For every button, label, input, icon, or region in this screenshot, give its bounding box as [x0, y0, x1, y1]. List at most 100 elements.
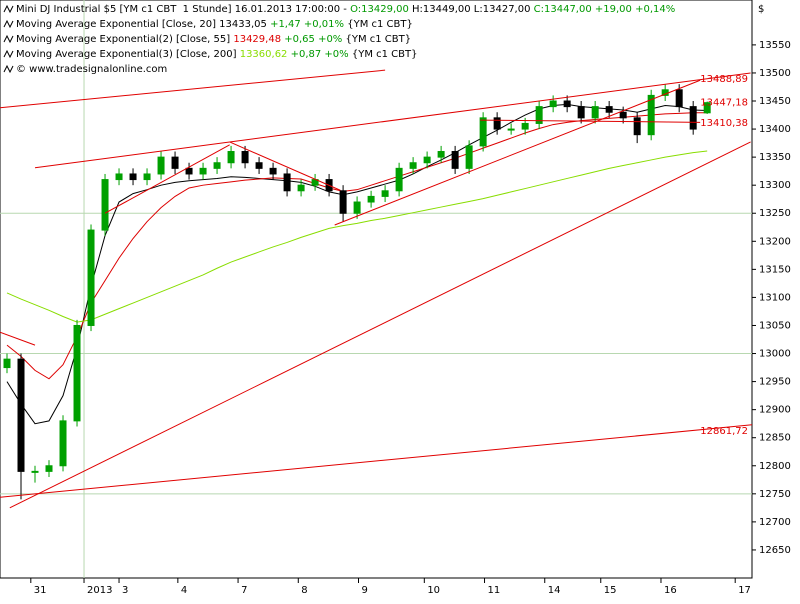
y-tick-label: 13350: [759, 152, 791, 163]
y-tick-label: 13000: [759, 349, 791, 360]
price-label: 13447,18: [700, 98, 748, 109]
candle-body: [241, 151, 249, 164]
candle-body: [59, 420, 67, 467]
legend-icon: [3, 4, 14, 14]
y-tick-label: 12700: [759, 517, 791, 528]
candle-body: [521, 122, 529, 130]
trend-line: [9, 141, 751, 509]
legend-text: Moving Average Exponential [Close, 20] 1…: [16, 19, 270, 30]
candle-body: [367, 195, 375, 203]
candle-body: [507, 128, 515, 131]
legend-line: © www.tradesignalonline.com: [16, 64, 167, 75]
candle-body: [143, 173, 151, 181]
legend-text: Moving Average Exponential(3) [Close, 20…: [16, 49, 240, 60]
x-tick-label: 11: [488, 585, 501, 596]
candle-body: [619, 111, 627, 119]
candle-body: [227, 151, 235, 164]
candle-body: [577, 106, 585, 119]
candle-body: [563, 100, 571, 108]
candle-body: [255, 162, 263, 169]
candle-body: [45, 465, 53, 472]
x-tick-label: 8: [301, 585, 307, 596]
x-tick-label: 2013: [87, 585, 112, 596]
x-tick-label: 31: [34, 585, 47, 596]
y-tick-label: 12950: [759, 377, 791, 388]
legend-text: © www.tradesignalonline.com: [16, 64, 167, 75]
trend-line: [104, 144, 230, 214]
x-tick-label: 16: [664, 585, 677, 596]
legend-text: H:13449,00 L:13427,00: [409, 4, 534, 15]
candle-body: [297, 184, 305, 192]
y-tick-label: 13150: [759, 264, 791, 275]
y-tick-label: 13400: [759, 124, 791, 135]
legend-text: +0,87 +0%: [287, 49, 348, 60]
legend-text: 13360,62: [240, 49, 288, 60]
legend-text: {YM c1 CBT}: [342, 34, 411, 45]
trend-line: [229, 141, 341, 191]
price-label: 13410,38: [700, 118, 748, 129]
y-tick-label: 13200: [759, 236, 791, 247]
legend-icon: [3, 49, 14, 59]
x-tick-label: 4: [181, 585, 187, 596]
x-tick-label: 10: [427, 585, 440, 596]
legend-text: Moving Average Exponential(2) [Close, 55…: [16, 34, 233, 45]
candle-body: [17, 358, 25, 472]
legend-text: +1,47 +0,01%: [270, 19, 344, 30]
candle-body: [451, 151, 459, 169]
candle-body: [703, 102, 711, 114]
legend-text: 13429,48: [233, 34, 281, 45]
plot-area: [0, 0, 753, 578]
candle-body: [101, 179, 109, 231]
legend-line: Mini DJ Industrial $5 [YM c1 CBT 1 Stund…: [16, 4, 675, 15]
legend-text: C:13447,00 +19,00 +0,14%: [534, 4, 676, 15]
moving-average-line: [6, 150, 708, 323]
legend-text: {YM c1 CBT}: [349, 49, 418, 60]
candle-body: [269, 167, 277, 175]
plot-frame: [0, 0, 753, 579]
trend-line: [334, 79, 701, 226]
candle-body: [115, 173, 123, 181]
y-tick-label: 13100: [759, 292, 791, 303]
candle-body: [339, 190, 347, 214]
y-tick-label: 13550: [759, 40, 791, 51]
candle-body: [465, 145, 473, 169]
y-tick-label: 12900: [759, 405, 791, 416]
candle-body: [129, 173, 137, 181]
trend-line: [480, 119, 701, 123]
candle-body: [647, 94, 655, 136]
legend-icon: [3, 34, 14, 44]
y-tick-label: 12750: [759, 489, 791, 500]
candle-body: [353, 201, 361, 214]
candle-body: [591, 106, 599, 119]
candle-body: [549, 100, 557, 108]
y-tick-label: 13500: [759, 68, 791, 79]
candle-body: [171, 156, 179, 169]
candle-body: [437, 151, 445, 158]
candle-body: [213, 162, 221, 169]
legend-text: {YM c1 CBT}: [344, 19, 413, 30]
legend-text: O:13429,00: [350, 4, 409, 15]
y-tick-label: 12650: [759, 545, 791, 556]
candle-body: [3, 358, 11, 369]
moving-average-line: [6, 112, 708, 380]
y-tick-label: 13300: [759, 180, 791, 191]
candle-body: [199, 167, 207, 175]
legend-icon: [3, 19, 14, 29]
candle-body: [87, 229, 95, 326]
legend-icon: [3, 64, 14, 74]
candle-body: [31, 470, 39, 473]
x-tick-label: 17: [738, 585, 751, 596]
trend-line: [0, 424, 753, 498]
y-tick-label: 13450: [759, 96, 791, 107]
x-tick-label: 14: [548, 585, 561, 596]
currency-label: $: [758, 4, 764, 15]
x-tick-label: 7: [241, 585, 247, 596]
candle-body: [689, 106, 697, 130]
x-tick-label: 15: [604, 585, 617, 596]
candle-body: [479, 117, 487, 147]
candle-body: [409, 162, 417, 169]
legend-line: Moving Average Exponential [Close, 20] 1…: [16, 19, 413, 30]
y-tick-label: 12800: [759, 461, 791, 472]
